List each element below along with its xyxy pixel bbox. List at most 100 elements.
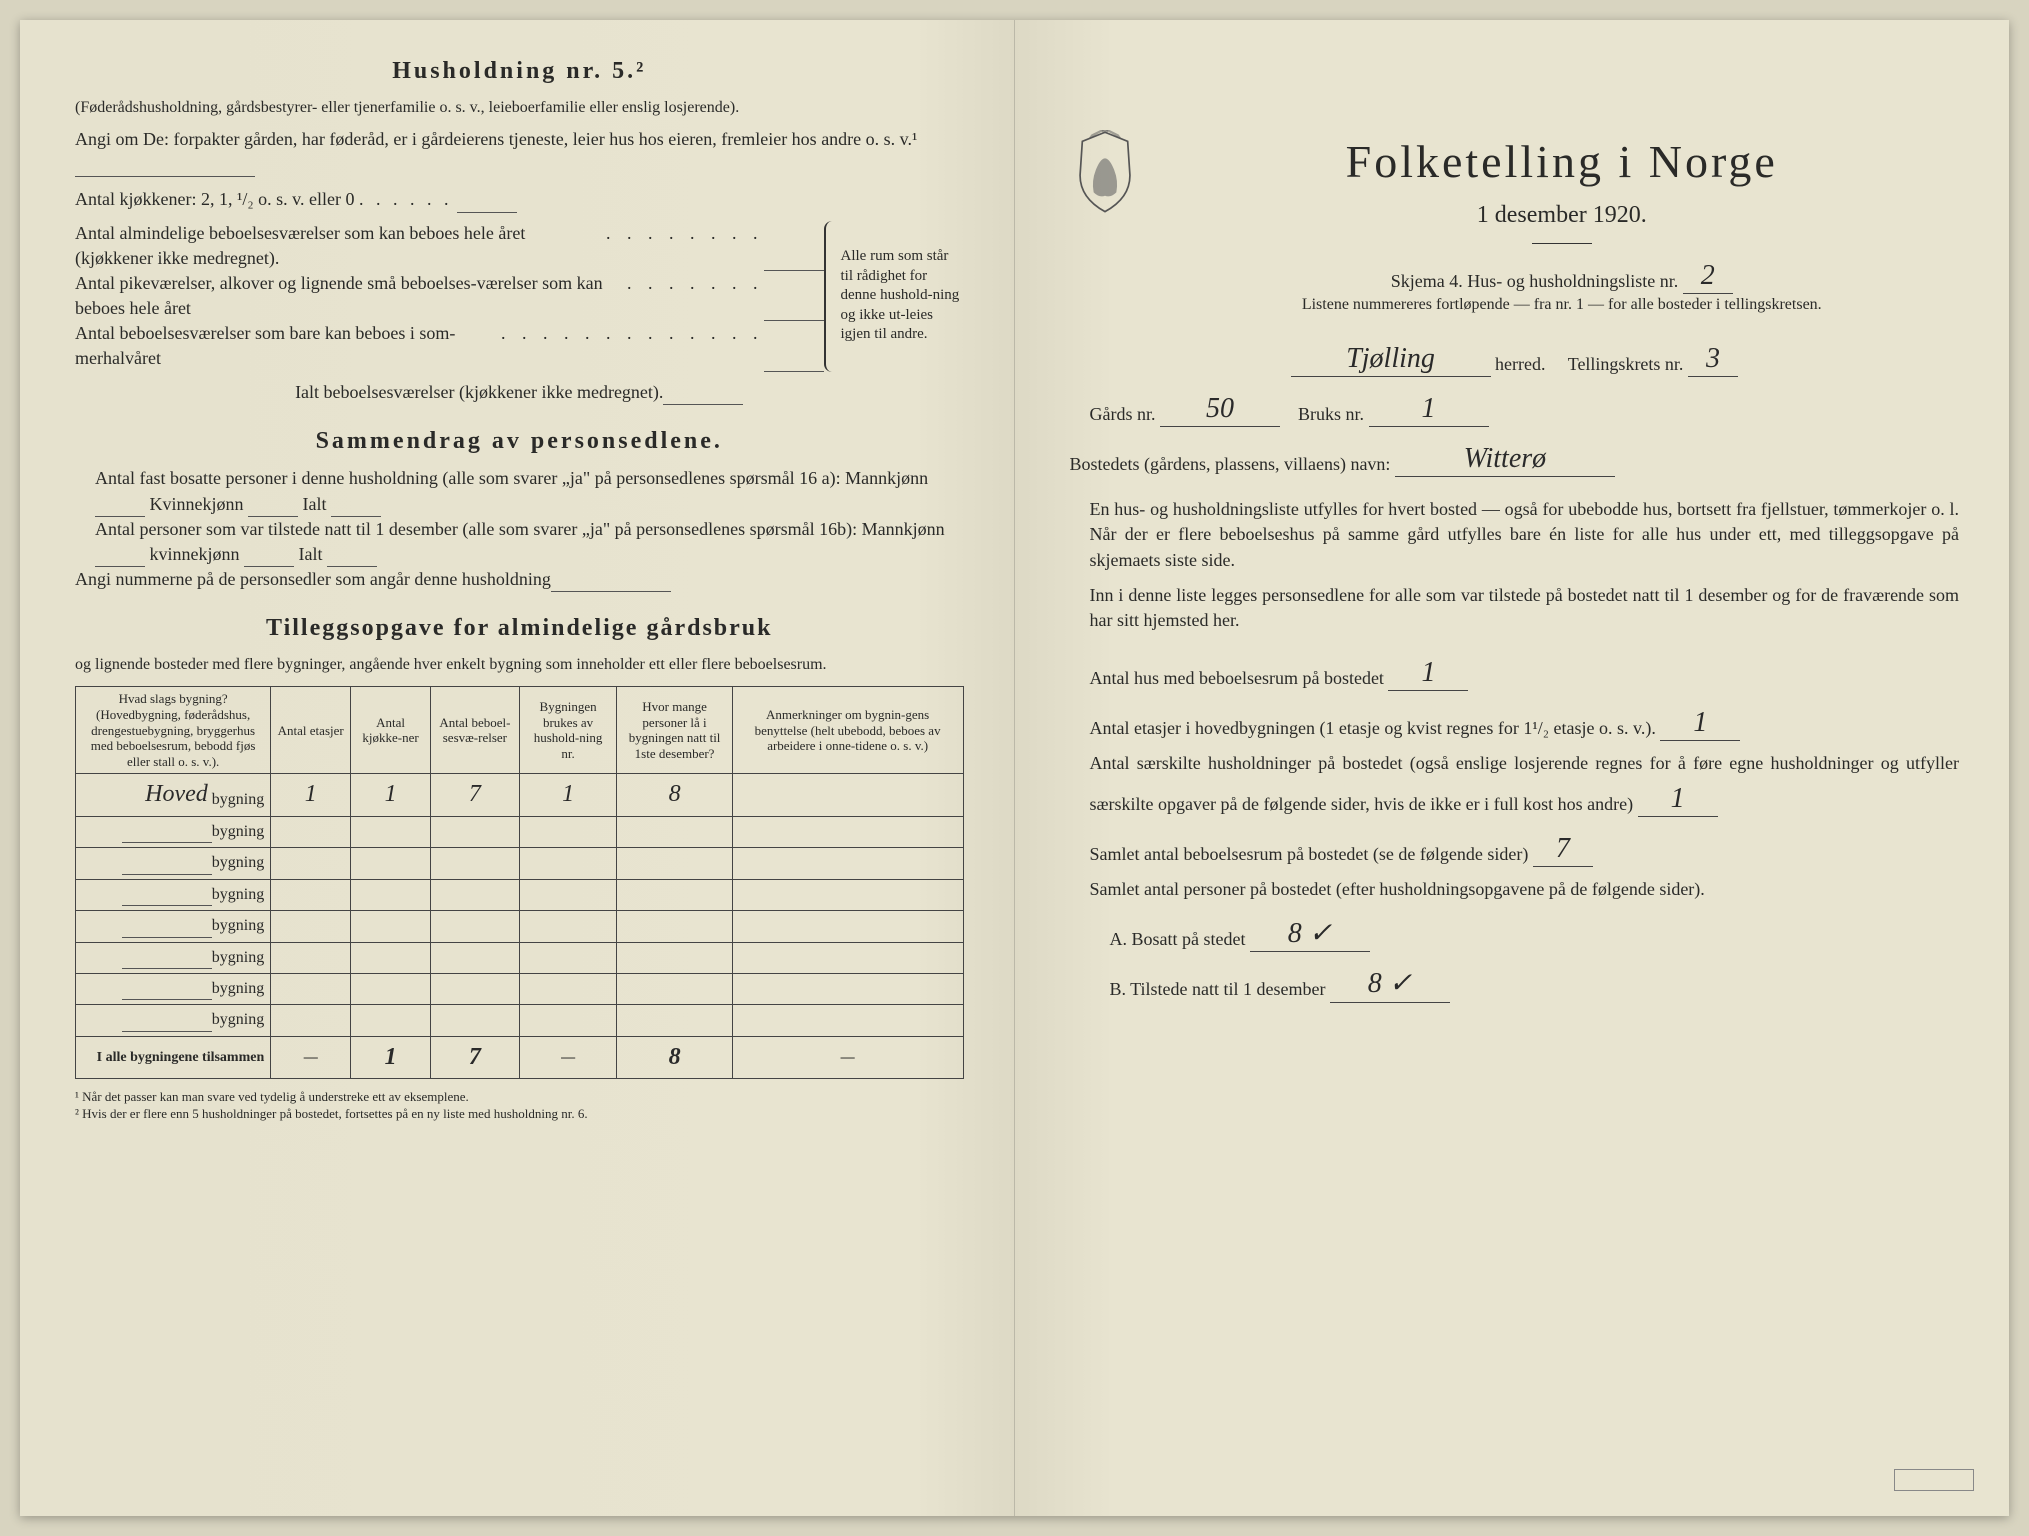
- rule: [1532, 243, 1592, 244]
- samm-p1-text: Antal fast bosatte personer i denne hush…: [95, 468, 928, 488]
- bosted-label: Bostedets (gårdens, plassens, villaens) …: [1070, 454, 1391, 474]
- coat-of-arms-icon: [1070, 130, 1140, 215]
- samm-ialt: Ialt: [303, 494, 327, 514]
- gards-hw: 50: [1206, 389, 1234, 428]
- sammendrag-title: Sammendrag av personsedlene.: [75, 425, 964, 459]
- total-label: I alle bygningene tilsammen: [76, 1036, 271, 1079]
- blank: [122, 842, 212, 843]
- listene-text: Listene nummereres fortløpende — fra nr.…: [1165, 294, 1960, 316]
- kjokken-blank: [457, 212, 517, 213]
- skjema-line: Skjema 4. Hus- og husholdningsliste nr. …: [1165, 254, 1960, 294]
- cell-hw: 8: [669, 1041, 681, 1075]
- th-2: Antal kjøkke-ner: [351, 687, 431, 774]
- bracket-item-1: Antal almindelige beboelsesværelser som …: [75, 221, 606, 271]
- kjokken-text: Antal kjøkkener: 2, 1, ¹/₂ o. s. v. elle…: [75, 189, 354, 209]
- samm-kv: Kvinnekjønn: [150, 494, 244, 514]
- tellingskrets-hw: 3: [1706, 339, 1720, 378]
- table-header-row: Hvad slags bygning? (Hovedbygning, føder…: [76, 687, 964, 774]
- bruks-field: 1: [1369, 387, 1489, 427]
- cell-hw: 8: [669, 778, 681, 812]
- th-3: Antal beboel-sesvæ-relser: [431, 687, 520, 774]
- samlet-rum-label: Samlet antal beboelsesrum på bostedet (s…: [1090, 844, 1529, 864]
- b-field: 8 ✓: [1330, 962, 1450, 1002]
- bygning-label: bygning: [212, 980, 264, 997]
- gards-field: 50: [1160, 387, 1280, 427]
- kjokken-line: Antal kjøkkener: 2, 1, ¹/₂ o. s. v. elle…: [75, 187, 964, 212]
- samm-angi-text: Angi nummerne på de personsedler som ang…: [75, 569, 551, 589]
- row-label: bygning: [76, 1005, 271, 1036]
- samm-p2: Antal personer som var tilstede natt til…: [95, 517, 964, 567]
- saerskilte-hw: 1: [1671, 779, 1685, 818]
- blank: [764, 221, 824, 271]
- footnote-2: ² Hvis der er flere enn 5 husholdninger …: [75, 1106, 964, 1123]
- cell: —: [271, 1036, 351, 1079]
- row-label: bygning: [76, 848, 271, 879]
- cell-hw: 7: [469, 778, 481, 812]
- blank: [764, 271, 824, 321]
- skjema-nr-hw: 2: [1701, 256, 1715, 295]
- th-6: Anmerkninger om bygnin-gens benyttelse (…: [732, 687, 963, 774]
- saerskilte-label: Antal særskilte husholdninger på bostede…: [1090, 753, 1960, 813]
- table-row: bygning: [76, 942, 964, 973]
- blank: [122, 874, 212, 875]
- bracket-row-1: Antal almindelige beboelsesværelser som …: [75, 221, 824, 271]
- subtitle: 1 desember 1920.: [1165, 199, 1960, 233]
- samm-ialt2: Ialt: [299, 544, 323, 564]
- tellingskrets-field: 3: [1688, 337, 1738, 377]
- gards-row: Gårds nr. 50 Bruks nr. 1: [1090, 387, 1960, 427]
- b-label: B. Tilstede natt til 1 desember: [1110, 979, 1326, 999]
- antal-hus-hw: 1: [1421, 653, 1435, 692]
- gards-label: Gårds nr.: [1090, 404, 1156, 424]
- th-0: Hvad slags bygning? (Hovedbygning, føder…: [76, 687, 271, 774]
- bracket-block: Antal almindelige beboelsesværelser som …: [75, 221, 964, 372]
- husholdning-title: Husholdning nr. 5.²: [75, 55, 964, 89]
- table-body: Hoved bygning 1 1 7 1 8 bygning bygning …: [76, 774, 964, 1079]
- dots: . . . . . . . . . . . . .: [501, 321, 764, 371]
- samlet-rum-row: Samlet antal beboelsesrum på bostedet (s…: [1090, 827, 1960, 867]
- angi-text: Angi om De: forpakter gården, har føderå…: [75, 129, 917, 149]
- main-title: Folketelling i Norge: [1165, 130, 1960, 194]
- samm-angi: Angi nummerne på de personsedler som ang…: [75, 567, 964, 592]
- left-page: Husholdning nr. 5.² (Føderådshusholdning…: [20, 20, 1015, 1516]
- bygning-label: bygning: [212, 792, 264, 809]
- cell: —: [519, 1036, 617, 1079]
- herred-row: Tjølling herred. Tellingskrets nr. 3: [1070, 337, 1960, 377]
- cell-hw: 1: [385, 1041, 397, 1075]
- table-row: bygning: [76, 816, 964, 847]
- tillegg-sub: og lignende bosteder med flere bygninger…: [75, 654, 964, 676]
- etasjer-label: Antal etasjer i hovedbygningen (1 etasje…: [1090, 718, 1656, 738]
- etasjer-hw: 1: [1693, 703, 1707, 742]
- table-row: Hoved bygning 1 1 7 1 8: [76, 774, 964, 817]
- table-row: bygning: [76, 848, 964, 879]
- etasjer-field: 1: [1660, 701, 1740, 741]
- tillegg-title: Tilleggsopgave for almindelige gårdsbruk: [75, 612, 964, 646]
- cell: 7: [431, 774, 520, 817]
- bosted-field: Witterø: [1395, 437, 1615, 477]
- bracket-row-3: Antal beboelsesværelser som bare kan beb…: [75, 321, 824, 371]
- herred-hw: Tjølling: [1346, 339, 1435, 378]
- th-5: Hvor mange personer lå i bygningen natt …: [617, 687, 732, 774]
- saerskilte-field: 1: [1638, 777, 1718, 817]
- bosted-hw: Witterø: [1464, 439, 1546, 478]
- samlet-rum-field: 7: [1533, 827, 1593, 867]
- th-4: Bygningen brukes av hushold-ning nr.: [519, 687, 617, 774]
- samm-p1: Antal fast bosatte personer i denne hush…: [95, 466, 964, 516]
- table-row: bygning: [76, 879, 964, 910]
- cell: 1: [271, 774, 351, 817]
- bracket-row-2: Antal pikeværelser, alkover og lignende …: [75, 271, 824, 321]
- cell: 1: [351, 1036, 431, 1079]
- cell: 1: [519, 774, 617, 817]
- angi-blank: [75, 176, 255, 177]
- table-head: Hvad slags bygning? (Hovedbygning, føder…: [76, 687, 964, 774]
- antal-hus-label: Antal hus med beboelsesrum på bostedet: [1090, 668, 1384, 688]
- blank: [122, 937, 212, 938]
- cell: 8: [617, 774, 732, 817]
- cell: —: [732, 1036, 963, 1079]
- skjema-text: Skjema 4. Hus- og husholdningsliste nr.: [1391, 271, 1679, 291]
- footnotes: ¹ Når det passer kan man svare ved tydel…: [75, 1089, 964, 1123]
- table-total-row: I alle bygningene tilsammen — 1 7 — 8 —: [76, 1036, 964, 1079]
- a-row: A. Bosatt på stedet 8 ✓: [1110, 912, 1960, 952]
- blank: [122, 999, 212, 1000]
- bracket-item-2: Antal pikeværelser, alkover og lignende …: [75, 271, 627, 321]
- bosted-row: Bostedets (gårdens, plassens, villaens) …: [1070, 437, 1960, 477]
